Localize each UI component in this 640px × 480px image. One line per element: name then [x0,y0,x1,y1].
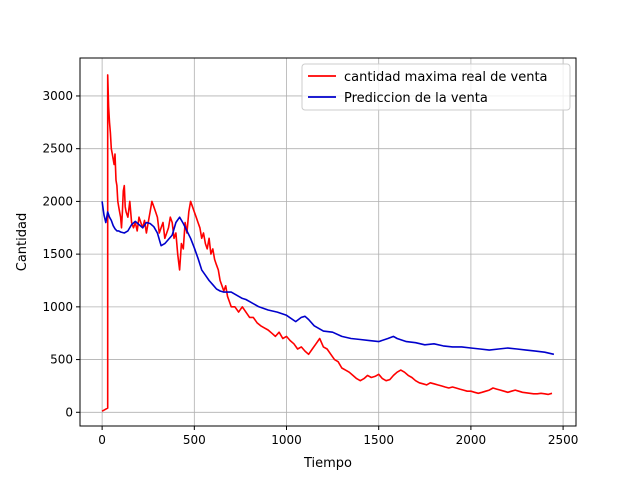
x-axis-label: Tiempo [303,456,352,471]
series-line-real [101,74,553,412]
plot-frame [79,57,577,427]
legend: cantidad maxima real de venta Prediccion… [301,63,571,111]
legend-label-real: cantidad maxima real de venta [344,70,548,85]
tick-marks [76,95,564,430]
x-tick-label: 0 [98,433,106,447]
x-tick-label: 2000 [456,433,487,447]
x-tick-label: 1000 [271,433,302,447]
y-tick-label: 3000 [42,89,73,103]
grid [80,58,576,426]
x-tick-label: 500 [183,433,206,447]
y-tick-label: 0 [65,405,73,419]
legend-label-prediction: Prediccion de la venta [344,91,488,106]
y-tick-label: 1000 [42,300,73,314]
x-tick-label: 1500 [363,433,394,447]
x-tick-label: 2500 [548,433,579,447]
y-tick-label: 500 [50,353,73,367]
legend-box [301,63,571,111]
y-axis-label: Cantidad [15,213,30,271]
y-tick-label: 1500 [42,247,73,261]
y-tick-label: 2000 [42,194,73,208]
tick-labels: 0 500 1000 1500 2000 2500 0 500 1000 1500 2000 2500… [42,89,578,447]
series-layer [101,74,555,412]
series-line-prediction [101,201,555,356]
y-tick-label: 2500 [42,142,73,156]
